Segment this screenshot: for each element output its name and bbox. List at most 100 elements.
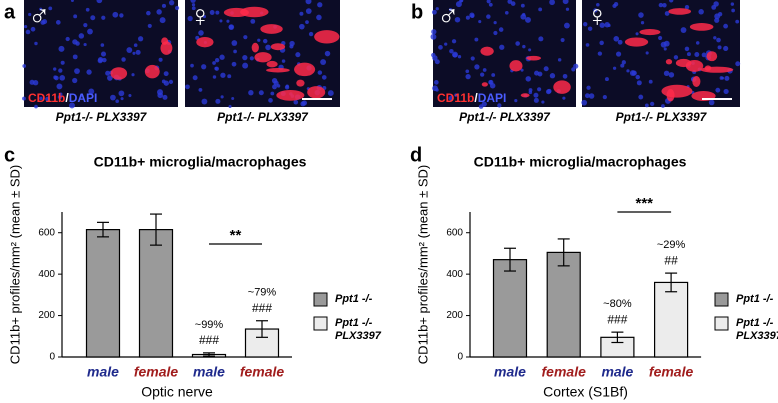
nucleus	[431, 29, 437, 35]
nucleus	[24, 24, 28, 29]
nucleus	[228, 24, 234, 30]
sex-symbol: ♀	[586, 0, 609, 33]
nucleus	[604, 77, 609, 82]
nucleus	[158, 57, 163, 62]
nucleus	[231, 40, 238, 46]
nucleus	[157, 89, 163, 96]
legend-label: Ppt1 -/- PLX3397	[335, 317, 381, 342]
nucleus	[661, 104, 665, 108]
microglia	[692, 75, 701, 87]
nucleus	[680, 27, 687, 33]
chart-title: CD11b+ microglia/macrophages	[474, 154, 687, 170]
nucleus	[486, 14, 491, 19]
nucleus	[684, 4, 690, 10]
nucleus	[34, 104, 38, 109]
nucleus	[588, 93, 595, 99]
nucleus	[327, 90, 334, 96]
nucleus	[317, 2, 323, 8]
microglia	[110, 67, 128, 80]
microglia	[144, 64, 160, 79]
image-caption: Ppt1-/- PLX3397	[616, 110, 708, 124]
nucleus	[192, 75, 198, 81]
nucleus	[435, 7, 439, 11]
nucleus	[431, 52, 436, 58]
nucleus	[198, 87, 203, 92]
y-tick-label: 400	[446, 269, 463, 280]
nucleus	[219, 54, 225, 60]
legend-label: Ppt1 -/-	[736, 293, 774, 305]
nucleus	[34, 41, 38, 46]
nucleus	[545, 89, 551, 95]
nucleus	[717, 45, 722, 50]
nucleus	[640, 21, 645, 25]
nucleus	[460, 0, 464, 3]
nucleus	[510, 1, 516, 6]
error-bar	[611, 331, 624, 344]
nucleus	[522, 44, 526, 49]
x-axis-label: Cortex (S1Bf)	[543, 384, 628, 400]
nucleus	[284, 85, 290, 90]
nucleus	[220, 72, 226, 78]
error-bar	[665, 272, 678, 293]
nucleus	[169, 0, 175, 6]
microglia	[706, 51, 718, 62]
sex-symbol: ♂	[437, 0, 460, 33]
bar	[546, 251, 581, 358]
nucleus	[100, 43, 105, 47]
nucleus	[289, 40, 295, 47]
nucleus	[602, 94, 607, 100]
nucleus	[457, 55, 462, 59]
nucleus	[565, 7, 570, 11]
microglia	[675, 58, 692, 68]
nucleus	[617, 39, 623, 45]
microglia	[666, 89, 675, 102]
error-bar	[256, 320, 268, 338]
nucleus	[581, 99, 588, 106]
nucleus	[438, 45, 443, 50]
nucleus	[209, 10, 215, 15]
annotation: ~29%	[657, 239, 686, 251]
nucleus	[25, 29, 31, 35]
nucleus	[481, 101, 487, 107]
microglia	[254, 52, 272, 63]
nucleus	[455, 1, 462, 8]
annotation: ~80%	[603, 298, 632, 310]
nucleus	[135, 49, 141, 55]
microglia	[196, 36, 214, 48]
nucleus	[465, 15, 470, 20]
microglia	[509, 60, 523, 72]
nucleus	[248, 90, 254, 96]
panel-letter: a	[4, 1, 16, 23]
nucleus	[100, 51, 107, 57]
nucleus	[110, 94, 116, 101]
stain-label: CD11b/DAPI	[28, 91, 97, 105]
nucleus	[32, 79, 39, 86]
nucleus	[191, 3, 196, 7]
nucleus	[563, 22, 570, 29]
nucleus	[299, 23, 305, 30]
nucleus	[295, 52, 301, 58]
stain-part: /	[474, 91, 478, 105]
nucleus	[465, 69, 470, 74]
annotation: ###	[252, 301, 272, 315]
nucleus	[90, 15, 96, 21]
image-caption: Ppt1-/- PLX3397	[217, 110, 309, 124]
nucleus	[126, 47, 133, 53]
nucleus	[191, 6, 196, 11]
nucleus	[635, 32, 639, 36]
nucleus	[215, 10, 220, 15]
nucleus	[107, 75, 113, 81]
microglia	[668, 8, 692, 15]
nucleus	[432, 85, 438, 92]
nucleus	[488, 80, 493, 85]
nucleus	[102, 57, 107, 63]
nucleus	[112, 11, 119, 18]
nucleus	[723, 23, 729, 29]
x-tick-label: male	[193, 364, 225, 380]
nucleus	[161, 3, 167, 8]
nucleus	[128, 93, 132, 98]
nucleus	[187, 15, 193, 22]
nucleus	[163, 71, 169, 77]
nucleus	[635, 74, 640, 80]
